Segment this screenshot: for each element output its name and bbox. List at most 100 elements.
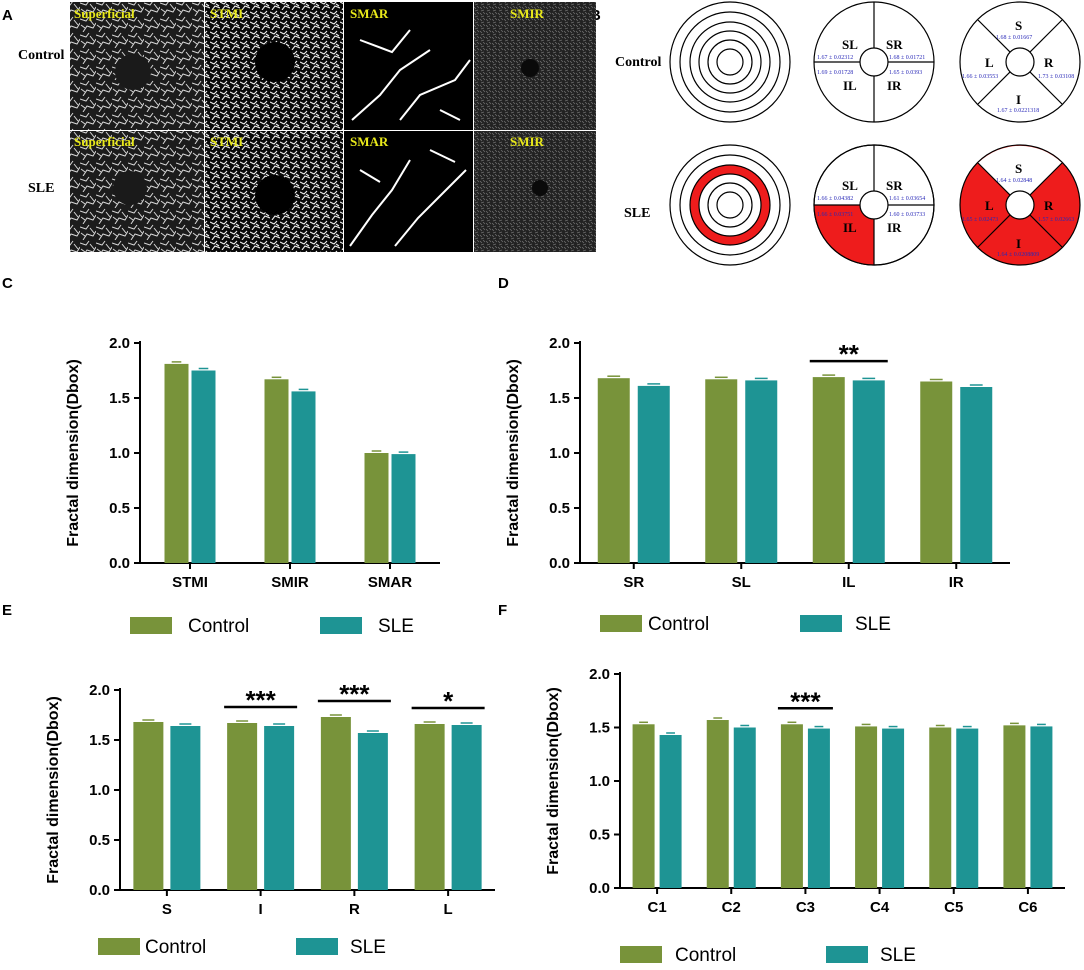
dir-label-i-sle: I	[1016, 236, 1021, 251]
dir-label-i: I	[1016, 92, 1021, 107]
panel-label-a: A	[2, 7, 13, 24]
legend-swatch-sle	[320, 617, 362, 634]
bar-sle-c1	[659, 734, 682, 888]
bar-sle-smir	[291, 391, 316, 563]
image-label-smir-sle: SMIR	[510, 134, 545, 149]
x-tick-label: S	[162, 901, 172, 918]
dir-label-l-sle: L	[985, 198, 994, 213]
rings-sle	[669, 144, 791, 266]
x-tick-label: SL	[732, 574, 751, 591]
legend-label-sle: SLE	[855, 614, 891, 635]
x-tick-label: C3	[796, 899, 815, 916]
bar-sle-r	[357, 733, 388, 890]
dir-label-l: L	[985, 55, 994, 70]
quad-label-sr: SR	[886, 37, 903, 52]
legend-label-sle: SLE	[880, 945, 916, 966]
chart-c: 0.0 0.5 1.0 1.5 2.0 Fractal dimension(Dbox) ST…	[65, 335, 440, 591]
y-tick-label: 1.0	[589, 773, 610, 790]
legend-swatch-control	[600, 615, 642, 632]
diagram-label-sle: SLE	[624, 206, 650, 221]
panel-a-images: Control SLE Superficial STMI SMAR SMIR S…	[18, 2, 596, 252]
bar-sle-il	[852, 380, 885, 563]
bar-sle-sl	[745, 380, 778, 563]
dir-value-sle-s: 1.64 ± 0.02848	[996, 178, 1032, 184]
legend-swatch-sle	[826, 946, 868, 963]
x-tick-label: I	[259, 901, 263, 918]
quad-value-control-sl: 1.67 ± 0.02312	[817, 55, 853, 61]
significance-stars: *	[443, 686, 454, 716]
vessels-control-smar	[351, 29, 471, 121]
panel-label-c: C	[2, 275, 13, 292]
y-tick-label: 1.0	[89, 782, 110, 799]
y-axis-label: Fractal dimension(Dbox)	[545, 687, 562, 875]
legend-swatch-sle	[296, 938, 338, 955]
y-axis-label: Fractal dimension(Dbox)	[65, 359, 82, 547]
legend-swatch-control	[98, 938, 140, 955]
bar-control-sr	[597, 378, 630, 563]
bar-control-c6	[1003, 725, 1026, 888]
y-tick-label: 1.5	[109, 390, 130, 407]
rings-control	[669, 1, 791, 123]
image-label-stmi-sle: STMI	[210, 134, 243, 149]
dir-s-sector	[978, 145, 1062, 205]
bar-control-r	[320, 717, 351, 890]
quad-label-il-sle: IL	[843, 220, 857, 235]
quad-value-control-sr: 1.68 ± 0.01721	[889, 55, 925, 61]
quad-value-sle-sr: 1.61 ± 0.03654	[889, 196, 925, 202]
legend-label-control: Control	[145, 937, 206, 958]
faz-sle-superficial	[113, 171, 147, 205]
dir-label-s-sle: S	[1015, 161, 1022, 176]
legend-label-control: Control	[648, 614, 709, 635]
bar-sle-s	[170, 726, 201, 890]
octa-sle-smar	[344, 131, 473, 252]
bar-sle-c6	[1030, 726, 1053, 888]
y-tick-label: 2.0	[109, 335, 130, 352]
quad-value-sle-ir: 1.60 ± 0.03733	[889, 212, 925, 218]
y-tick-label: 1.5	[89, 732, 110, 749]
bar-sle-sr	[637, 385, 670, 563]
bar-sle-c4	[882, 728, 905, 888]
x-tick-label: C5	[944, 899, 963, 916]
bar-control-smar	[364, 453, 389, 563]
diagram-label-control: Control	[615, 55, 662, 70]
x-tick-label: L	[444, 901, 453, 918]
panel-label-e: E	[2, 602, 12, 619]
bar-control-c5	[929, 727, 952, 888]
legend-swatch-control	[130, 617, 172, 634]
legend-swatch-control	[620, 946, 662, 963]
x-tick-label: C6	[1018, 899, 1037, 916]
significance-stars: ***	[245, 685, 276, 715]
bar-control-c1	[632, 724, 655, 888]
faz-sle-stmi	[255, 175, 295, 215]
bar-control-s	[133, 722, 164, 890]
bar-sle-smar	[391, 454, 416, 563]
quad-value-sle-sl: 1.66 ± 0.04382	[817, 196, 853, 202]
quad-il-highlight	[814, 205, 874, 265]
x-tick-label: C4	[870, 899, 890, 916]
bar-sle-c3	[807, 728, 830, 888]
y-tick-label: 1.0	[109, 445, 130, 462]
y-tick-label: 0.0	[89, 882, 110, 899]
y-tick-label: 1.5	[589, 720, 610, 737]
quad-label-sr-sle: SR	[886, 178, 903, 193]
legend-c: Control SLE	[130, 616, 414, 637]
quad-label-sl: SL	[842, 37, 858, 52]
vessels-sle-smar	[349, 149, 467, 247]
x-tick-label: SMAR	[368, 574, 412, 591]
legend-f: Control SLE	[620, 945, 916, 966]
y-tick-label: 0.5	[109, 500, 130, 517]
x-tick-label: IR	[949, 574, 964, 591]
y-tick-label: 0.0	[549, 555, 570, 572]
x-tick-label: C1	[647, 899, 666, 916]
y-axis-label: Fractal dimension(Dbox)	[505, 359, 522, 547]
dir-value-control-i: 1.67 ± 0.0221318	[997, 108, 1039, 114]
quad-value-sle-il: 1.66 ± 0.03751	[817, 212, 853, 218]
x-tick-label: R	[349, 901, 360, 918]
y-tick-label: 2.0	[89, 682, 110, 699]
image-label-smar-sle: SMAR	[350, 134, 389, 149]
quadrant-control: SL SR IL IR 1.67 ± 0.02312 1.68 ± 0.0172…	[813, 1, 935, 123]
bar-sle-ir	[960, 387, 993, 563]
significance-stars: **	[839, 339, 860, 369]
image-label-superficial-control: Superficial	[74, 6, 135, 21]
